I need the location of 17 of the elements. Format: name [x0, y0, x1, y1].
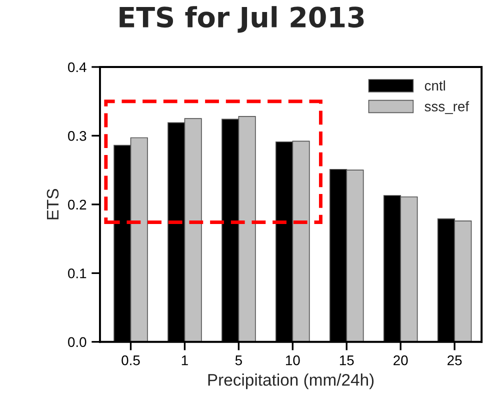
x-tick-label: 10 — [286, 355, 300, 366]
y-tick-label: 0.3 — [68, 131, 86, 141]
y-tick-label: 0.0 — [68, 337, 86, 348]
x-tick-label: 0.5 — [122, 355, 140, 366]
x-tick-label: 20 — [394, 355, 408, 366]
x-tick-label: 25 — [448, 355, 462, 366]
y-tick-label: 0.1 — [68, 268, 86, 278]
x-axis-title: Precipitation (mm/24h) — [208, 374, 374, 390]
y-tick-label: 0.4 — [68, 62, 86, 72]
x-tick-label: 1 — [182, 356, 188, 366]
legend-label: sss_ref — [424, 101, 470, 114]
y-axis-title: ETS — [46, 188, 59, 220]
x-tick-label: 15 — [340, 356, 354, 366]
chart-title: ETS for Jul 2013 — [120, 6, 364, 33]
y-tick-label: 0.2 — [68, 200, 86, 210]
legend-label: cntl — [424, 80, 445, 91]
x-tick-label: 5 — [235, 356, 242, 366]
